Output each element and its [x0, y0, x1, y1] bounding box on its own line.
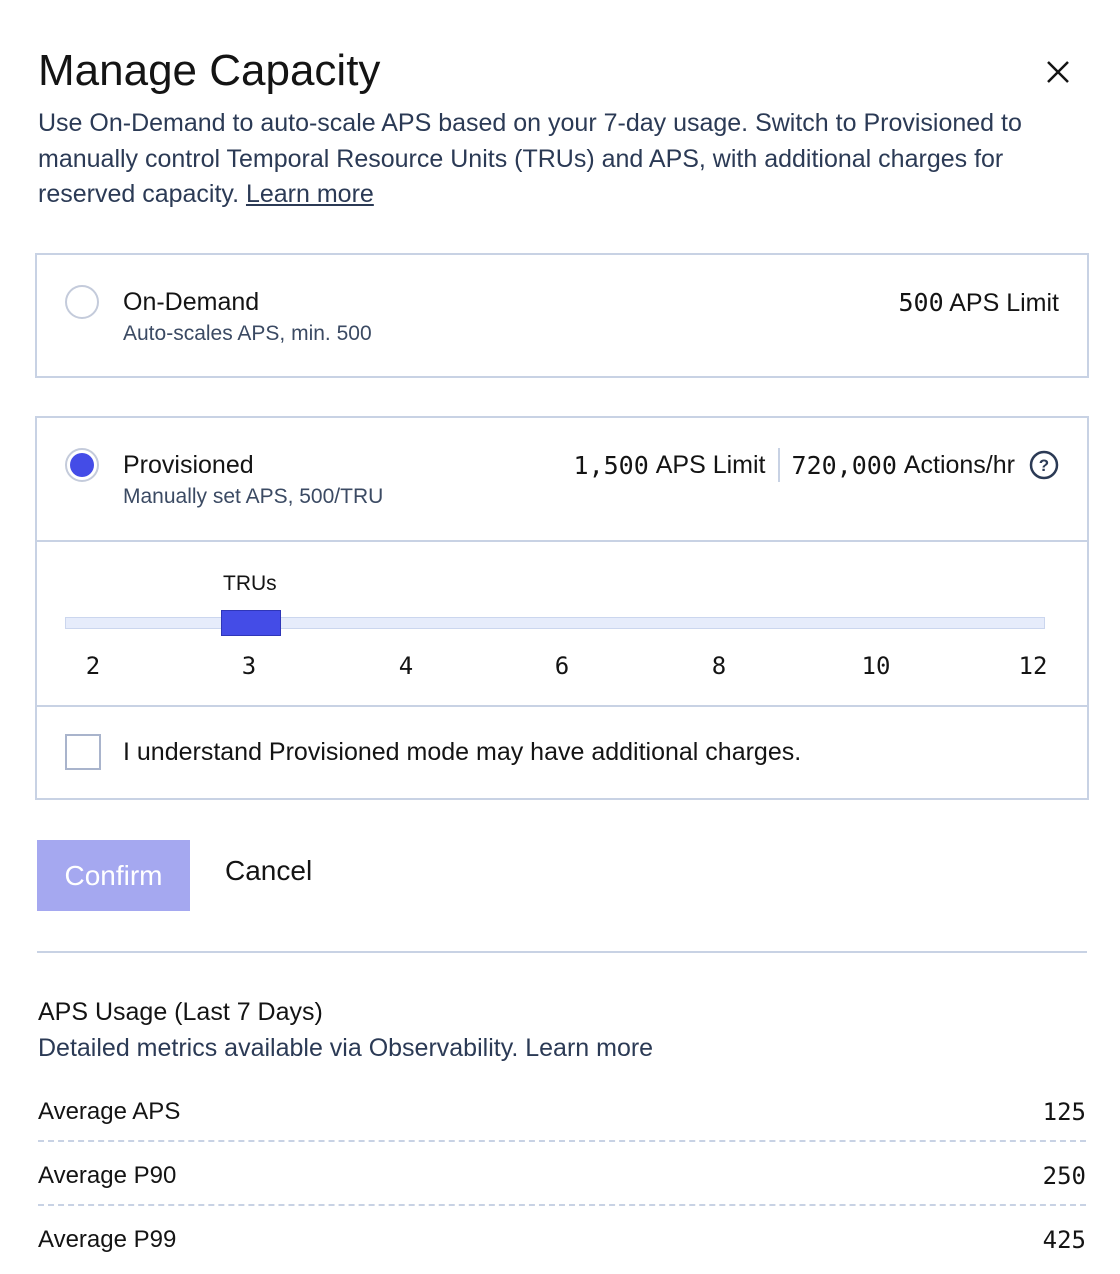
row-value: 125: [1042, 1098, 1086, 1126]
description: Use On-Demand to auto-scale APS based on…: [38, 106, 1098, 213]
divider: [37, 540, 1087, 542]
close-icon[interactable]: [1042, 56, 1074, 88]
usage-row: Average P90 250: [38, 1162, 1086, 1206]
confirm-button[interactable]: Confirm: [37, 840, 190, 911]
svg-text:?: ?: [1039, 456, 1049, 475]
provisioned-label: Provisioned: [123, 451, 254, 479]
on-demand-limit-label: APS Limit: [949, 289, 1059, 317]
on-demand-radio[interactable]: [65, 285, 99, 319]
on-demand-limit: 500 APS Limit: [899, 288, 1060, 318]
tick: 2: [85, 652, 101, 680]
provisioned-limits: 1,500 APS Limit 720,000 Actions/hr ?: [574, 448, 1059, 482]
row-value: 250: [1042, 1162, 1086, 1190]
tick: 4: [398, 652, 414, 680]
description-text: Use On-Demand to auto-scale APS based on…: [38, 109, 1022, 208]
divider: [777, 448, 780, 482]
provisioned-sublabel: Manually set APS, 500/TRU: [123, 485, 384, 508]
page-title: Manage Capacity: [38, 46, 381, 95]
on-demand-option[interactable]: On-Demand Auto-scales APS, min. 500 500 …: [35, 253, 1089, 378]
row-label: Average P99: [38, 1226, 177, 1253]
tru-slider-handle[interactable]: [221, 610, 281, 636]
tick: 12: [1018, 652, 1048, 680]
actions-label: Actions/hr: [903, 450, 1015, 479]
usage-row: Average APS 125: [38, 1098, 1086, 1142]
on-demand-sublabel: Auto-scales APS, min. 500: [123, 322, 372, 345]
tick: 8: [711, 652, 727, 680]
tru-slider-track[interactable]: [65, 617, 1045, 629]
help-icon[interactable]: ?: [1029, 450, 1059, 480]
usage-row: Average P99 425: [38, 1226, 1086, 1268]
row-label: Average P90: [38, 1162, 177, 1189]
provisioned-radio[interactable]: [65, 448, 99, 482]
tick: 3: [241, 652, 257, 680]
actions-value: 720,000: [791, 450, 897, 480]
on-demand-limit-value: 500: [898, 288, 944, 317]
acknowledge-label: I understand Provisioned mode may have a…: [123, 738, 802, 766]
provisioned-option[interactable]: Provisioned Manually set APS, 500/TRU 1,…: [35, 416, 1089, 800]
usage-subtitle[interactable]: Detailed metrics available via Observabi…: [38, 1034, 654, 1062]
divider: [37, 951, 1087, 953]
row-value: 425: [1042, 1226, 1086, 1254]
provisioned-limit-value: 1,500: [573, 450, 649, 480]
row-label: Average APS: [38, 1098, 181, 1125]
acknowledge-checkbox[interactable]: [65, 734, 101, 770]
slider-label: TRUs: [223, 572, 277, 595]
provisioned-limit-label: APS Limit: [655, 450, 766, 479]
tick: 6: [554, 652, 570, 680]
cancel-button[interactable]: Cancel: [225, 855, 313, 886]
learn-more-link[interactable]: Learn more: [245, 180, 374, 208]
tick: 10: [861, 652, 891, 680]
usage-title: APS Usage (Last 7 Days): [38, 998, 323, 1026]
on-demand-label: On-Demand: [123, 288, 260, 316]
divider: [37, 705, 1087, 707]
